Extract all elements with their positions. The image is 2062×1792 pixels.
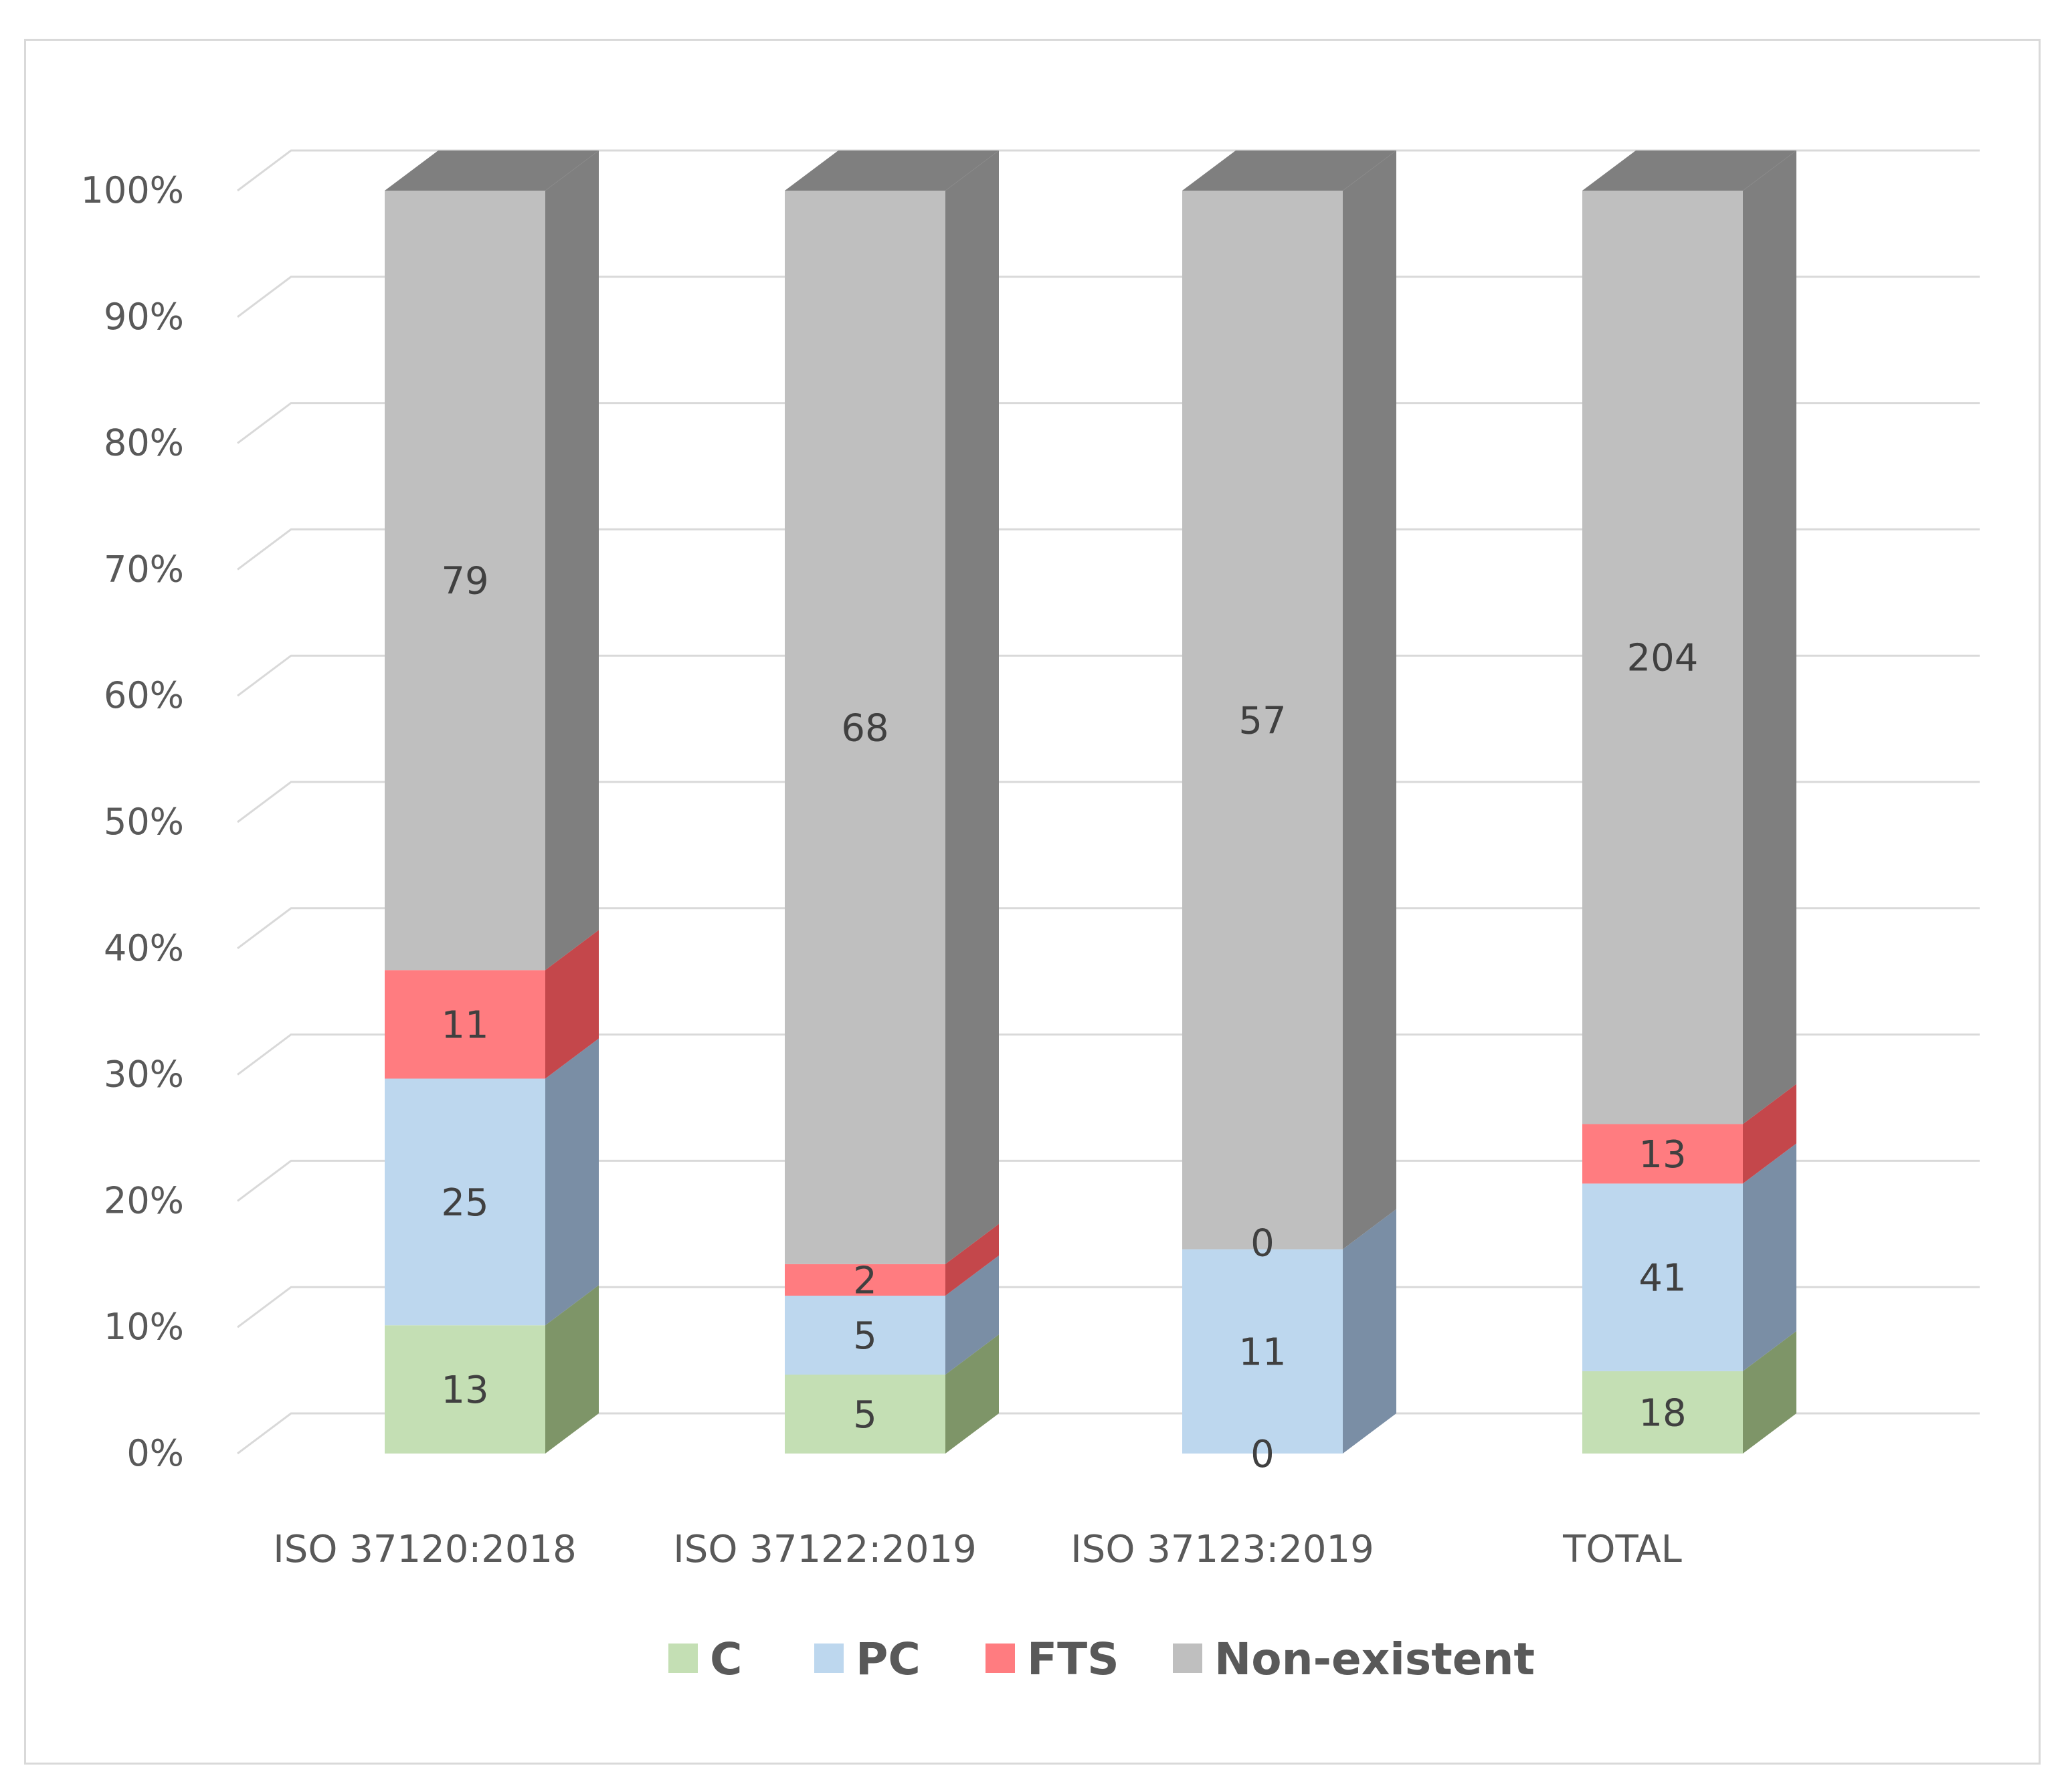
- gridline: [237, 149, 1980, 192]
- data-label: 79: [441, 560, 488, 603]
- bar-segment-front: [385, 191, 545, 971]
- bar-segment-side: [1743, 1143, 1796, 1371]
- data-labels-layer: 13 25 11 79 5 5 2 68 0 11 0 57 18 41 13 204: [441, 560, 1698, 1476]
- legend-swatch: [1173, 1644, 1202, 1673]
- bar-segment-side: [1743, 1084, 1796, 1184]
- gridline: [237, 402, 1980, 444]
- bar-segment-side: [945, 1256, 999, 1375]
- bar-segment-side: [545, 930, 599, 1079]
- bar-segment-side: [945, 1334, 999, 1454]
- legend-label: Non-existent: [1214, 1633, 1535, 1685]
- x-category-label: ISO 37122:2019: [673, 1528, 976, 1571]
- gridline: [237, 1286, 1980, 1328]
- y-tick-label: 70%: [104, 548, 184, 590]
- data-label: 57: [1238, 699, 1286, 742]
- data-label: 18: [1638, 1391, 1686, 1435]
- bar-segment-front: [785, 1296, 945, 1375]
- legend-label: C: [710, 1633, 742, 1685]
- gridline: [237, 1412, 1980, 1455]
- bars-layer: [385, 151, 1796, 1454]
- bar-segment-side: [1743, 1330, 1796, 1454]
- gridline: [237, 654, 1980, 697]
- bar-top-face: [1182, 151, 1396, 191]
- data-label: 11: [441, 1003, 488, 1047]
- x-category-label: ISO 37120:2018: [273, 1528, 576, 1571]
- bar-segment-front: [1582, 1371, 1743, 1454]
- bar-segment-side: [1343, 1209, 1396, 1454]
- legend-swatch: [814, 1644, 844, 1673]
- y-tick-label: 40%: [104, 927, 184, 969]
- gridline: [237, 1033, 1980, 1076]
- y-tick-label: 100%: [81, 169, 184, 211]
- data-label: 204: [1627, 637, 1699, 680]
- bar-segment-front: [385, 1078, 545, 1326]
- legend-swatch: [986, 1644, 1015, 1673]
- legend-swatch: [668, 1644, 698, 1673]
- bar-segment-side: [1343, 151, 1396, 1250]
- bar-segment-side: [945, 1223, 999, 1296]
- bar-segment-front: [1182, 191, 1343, 1250]
- legend: C PC FTS Non-existent: [668, 1633, 1535, 1685]
- bar-segment-side: [545, 1285, 599, 1454]
- data-label: 25: [441, 1181, 488, 1225]
- bar-top-face: [1582, 151, 1796, 191]
- grid-layer: [237, 149, 1980, 1455]
- bar-segment-front: [385, 970, 545, 1079]
- data-label: 0: [1250, 1433, 1275, 1476]
- bar-segment-front: [1182, 1249, 1343, 1454]
- data-label: 11: [1238, 1330, 1286, 1374]
- y-axis-ticks: 0% 10% 20% 30% 40% 50% 60% 70% 80% 90% 100%: [81, 169, 184, 1474]
- y-tick-label: 30%: [104, 1054, 184, 1096]
- data-label: 5: [853, 1393, 877, 1437]
- x-category-label: TOTAL: [1562, 1528, 1682, 1571]
- y-tick-label: 20%: [104, 1179, 184, 1221]
- data-label: 68: [841, 706, 888, 750]
- bar-segment-side: [545, 151, 599, 971]
- data-label: 13: [441, 1369, 488, 1412]
- gridline: [237, 1159, 1980, 1202]
- bar-segment-front: [785, 1375, 945, 1454]
- bar-top-face: [385, 151, 599, 191]
- bar-segment-side: [545, 1038, 599, 1326]
- data-label: 0: [1250, 1222, 1275, 1266]
- bar-segment-front: [385, 1325, 545, 1454]
- bar-segment-front: [785, 191, 945, 1264]
- data-label: 2: [853, 1259, 877, 1302]
- stacked-bar-chart: 0%10%20%30%40%50%60%70%80%90%100% 132511…: [81, 149, 1980, 1685]
- gridline: [237, 907, 1980, 950]
- data-label: 41: [1638, 1257, 1686, 1300]
- bar-segment-front: [1582, 1183, 1743, 1371]
- bar-segment-side: [1743, 151, 1796, 1124]
- bar-top-face: [785, 151, 999, 191]
- bar-segment-side: [945, 151, 999, 1264]
- y-tick-label: 10%: [104, 1306, 184, 1348]
- data-label: 5: [853, 1314, 877, 1358]
- chart-frame: 0% 10% 20% 30% 40% 50% 60% 70% 80% 90% 100% 13 25 11…: [24, 39, 2041, 1765]
- y-tick-label: 50%: [104, 801, 184, 843]
- x-axis-categories: ISO 37120:2018 ISO 37122:2019 ISO 37123:20…: [273, 1528, 1682, 1571]
- x-category-label: ISO 37123:2019: [1070, 1528, 1374, 1571]
- legend-label: PC: [856, 1633, 921, 1685]
- y-tick-label: 60%: [104, 674, 184, 716]
- y-tick-label: 0%: [126, 1432, 184, 1474]
- legend-label: FTS: [1027, 1633, 1119, 1685]
- gridline: [237, 781, 1980, 823]
- bar-segment-front: [785, 1264, 945, 1296]
- y-tick-label: 90%: [104, 296, 184, 338]
- bar-segment-front: [1582, 191, 1743, 1124]
- y-tick-label: 80%: [104, 422, 184, 464]
- gridline: [237, 276, 1980, 318]
- gridline: [237, 528, 1980, 571]
- bar-segment-front: [1582, 1124, 1743, 1184]
- data-label: 13: [1638, 1133, 1686, 1177]
